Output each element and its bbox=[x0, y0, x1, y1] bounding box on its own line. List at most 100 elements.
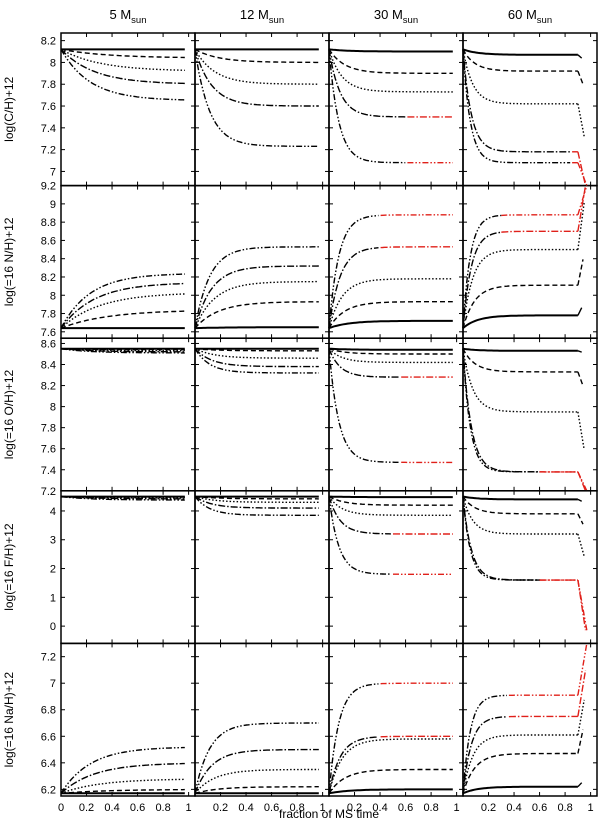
series-line bbox=[462, 248, 578, 329]
series-line bbox=[194, 748, 319, 794]
series-line bbox=[194, 496, 319, 509]
column-title-mass: 12 M bbox=[240, 7, 269, 22]
y-tick-label: 8 bbox=[50, 402, 56, 414]
series-line bbox=[462, 49, 571, 164]
series-line bbox=[60, 293, 185, 329]
x-tick-label: 0.8 bbox=[289, 802, 304, 814]
series-line bbox=[194, 768, 319, 794]
series-line bbox=[60, 495, 185, 500]
series-line-end bbox=[577, 579, 588, 631]
series-line bbox=[462, 348, 540, 473]
y-tick-label: 4 bbox=[50, 506, 56, 518]
y-tick-label: 0 bbox=[50, 621, 56, 633]
panel-frame bbox=[60, 642, 196, 797]
panel bbox=[462, 337, 598, 492]
series-line bbox=[194, 496, 319, 516]
series-line bbox=[328, 736, 379, 794]
x-tick-label: 1 bbox=[454, 802, 460, 814]
series-line bbox=[328, 348, 400, 463]
series-line bbox=[194, 722, 319, 794]
series-line-end bbox=[577, 350, 582, 353]
series-line bbox=[462, 496, 578, 515]
panel bbox=[328, 642, 464, 797]
y-axis-label: log(=16 N/H)+12 bbox=[2, 217, 16, 306]
series-line-end bbox=[577, 670, 587, 717]
x-tick-label: 1 bbox=[186, 802, 192, 814]
series-line bbox=[194, 348, 319, 359]
panel bbox=[194, 184, 330, 339]
series-line bbox=[60, 48, 185, 59]
panel bbox=[328, 490, 464, 645]
series-line bbox=[462, 495, 578, 501]
series-line bbox=[462, 496, 578, 535]
series-line bbox=[328, 214, 379, 329]
series-line-end bbox=[577, 782, 583, 788]
series-line bbox=[328, 683, 379, 794]
series-line bbox=[328, 496, 453, 516]
panel-frame bbox=[462, 642, 598, 797]
y-tick-label: 7.8 bbox=[41, 423, 56, 435]
series-line bbox=[194, 49, 319, 147]
series-line-end bbox=[577, 185, 587, 232]
panel bbox=[60, 642, 196, 797]
series-line bbox=[194, 495, 319, 500]
y-tick-label: 7.6 bbox=[41, 327, 56, 339]
panel bbox=[194, 490, 330, 645]
series-line bbox=[60, 788, 185, 794]
panel-frame bbox=[60, 337, 196, 492]
series-line-end bbox=[577, 202, 585, 250]
y-tick-label: 6.2 bbox=[41, 784, 56, 796]
series-line-highlight bbox=[380, 735, 453, 738]
series-line-end bbox=[577, 70, 584, 85]
series-line-end bbox=[577, 185, 588, 216]
series-line bbox=[462, 348, 540, 473]
x-tick-label: 0.8 bbox=[557, 802, 572, 814]
series-line bbox=[328, 278, 453, 329]
series-line bbox=[60, 348, 185, 354]
series-line bbox=[328, 247, 379, 329]
panel-frame bbox=[60, 490, 196, 645]
series-line bbox=[462, 694, 507, 794]
series-line bbox=[328, 347, 453, 351]
series-line bbox=[60, 746, 185, 794]
x-tick-label: 0.6 bbox=[532, 802, 547, 814]
y-tick-label: 2 bbox=[50, 564, 56, 576]
panel bbox=[194, 642, 330, 797]
panel-frame bbox=[194, 490, 330, 645]
series-line bbox=[328, 48, 453, 53]
series-line bbox=[328, 319, 453, 330]
series-line-end bbox=[577, 307, 583, 316]
series-line-end bbox=[577, 513, 584, 525]
x-tick-label: 0.2 bbox=[213, 802, 228, 814]
panel bbox=[462, 642, 598, 797]
y-tick-label: 7.6 bbox=[41, 444, 56, 456]
panel bbox=[60, 490, 196, 645]
y-tick-label: 6.8 bbox=[41, 705, 56, 717]
y-tick-label: 8.6 bbox=[41, 338, 56, 350]
panel-frame bbox=[328, 184, 464, 339]
series-line bbox=[194, 280, 319, 329]
y-axis-label: log(C/H)+12 bbox=[2, 76, 16, 141]
x-tick-label: 0.6 bbox=[398, 802, 413, 814]
series-line-end bbox=[577, 162, 588, 186]
series-line bbox=[462, 48, 578, 56]
y-tick-label: 7.2 bbox=[41, 652, 56, 664]
series-line bbox=[462, 716, 508, 794]
y-tick-label: 9.2 bbox=[41, 181, 56, 193]
panel bbox=[194, 32, 330, 187]
series-line bbox=[462, 231, 502, 329]
panel-frame bbox=[194, 337, 330, 492]
panel-frame bbox=[194, 32, 330, 187]
series-line bbox=[462, 348, 578, 413]
series-line bbox=[462, 752, 578, 794]
series-line bbox=[462, 347, 578, 352]
series-line-end bbox=[577, 411, 585, 450]
series-line bbox=[328, 768, 453, 794]
series-line-end bbox=[577, 471, 588, 492]
x-tick-label: 0.2 bbox=[481, 802, 496, 814]
panel-frame bbox=[60, 184, 196, 339]
series-line bbox=[462, 49, 578, 105]
panel bbox=[462, 32, 598, 187]
series-line-end bbox=[577, 579, 587, 631]
x-tick-label: 0.2 bbox=[347, 802, 362, 814]
